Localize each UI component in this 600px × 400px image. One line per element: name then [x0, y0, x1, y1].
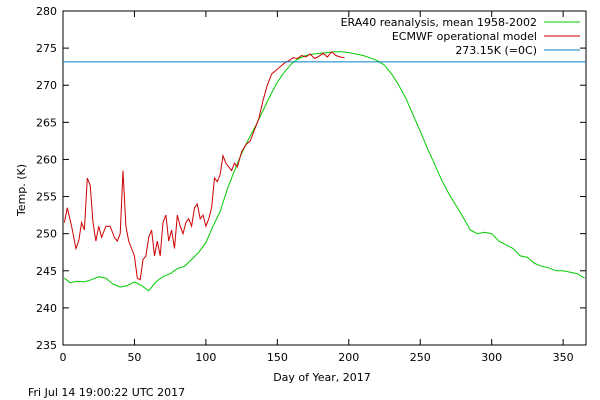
y-tick-label: 250 — [36, 228, 57, 241]
legend-label-0: ERA40 reanalysis, mean 1958-2002 — [341, 16, 537, 29]
y-tick-label: 270 — [36, 79, 57, 92]
series-line-1 — [63, 51, 345, 281]
x-tick-label: 100 — [195, 351, 216, 364]
y-tick-label: 255 — [36, 191, 57, 204]
chart-series — [63, 51, 586, 292]
y-tick-label: 265 — [36, 116, 57, 129]
x-tick-label: 50 — [127, 351, 141, 364]
series-line-0 — [64, 51, 585, 292]
x-tick-label: 0 — [60, 351, 67, 364]
y-tick-label: 240 — [36, 302, 57, 315]
x-tick-label: 350 — [553, 351, 574, 364]
y-tick-label: 260 — [36, 153, 57, 166]
legend-label-1: ECMWF operational model — [392, 30, 537, 43]
x-tick-label: 250 — [410, 351, 431, 364]
y-tick-label: 245 — [36, 265, 57, 278]
y-tick-label: 275 — [36, 42, 57, 55]
y-tick-label: 280 — [36, 5, 57, 18]
x-tick-label: 150 — [267, 351, 288, 364]
legend-label-2: 273.15K (=0C) — [455, 44, 537, 57]
footer-timestamp: Fri Jul 14 19:00:22 UTC 2017 — [28, 386, 185, 399]
y-tick-label: 235 — [36, 339, 57, 352]
chart-axes: 235 240 245 250 255 260 265 270 275 280 0 50 100 150 2… — [36, 5, 587, 364]
plot-frame — [62, 10, 587, 346]
y-axis-label: Temp. (K) — [15, 164, 28, 217]
x-tick-label: 300 — [481, 351, 502, 364]
x-tick-label: 200 — [338, 351, 359, 364]
x-axis-label: Day of Year, 2017 — [273, 371, 371, 384]
